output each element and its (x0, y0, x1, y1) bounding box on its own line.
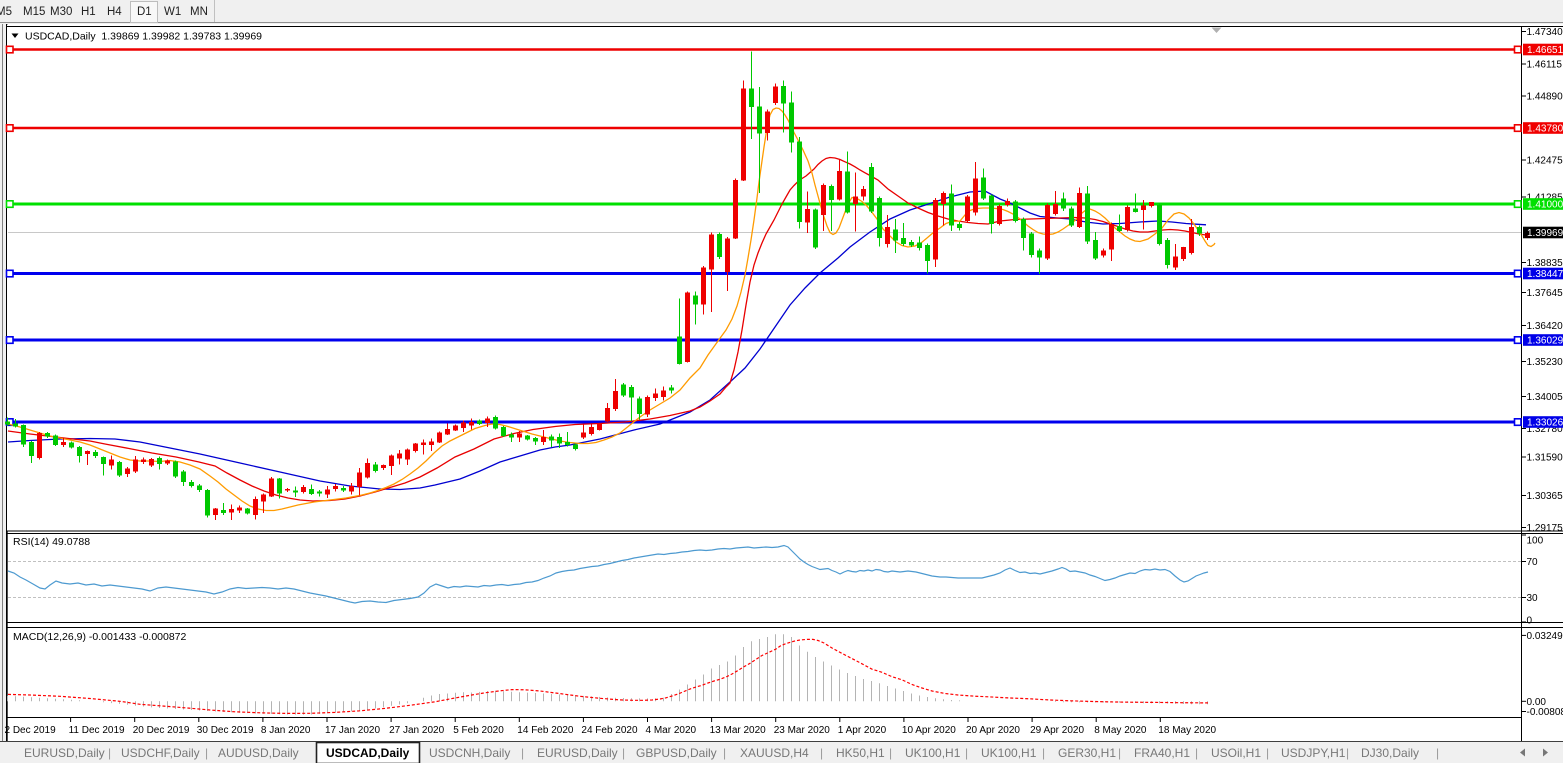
svg-text:1 Apr 2020: 1 Apr 2020 (838, 725, 887, 736)
svg-text:0.032493: 0.032493 (1527, 631, 1563, 642)
svg-text:17 Jan 2020: 17 Jan 2020 (325, 725, 380, 736)
svg-text:-0.008088: -0.008088 (1527, 707, 1563, 718)
svg-text:1.30365: 1.30365 (1527, 491, 1563, 502)
svg-text:XAUUSD,H4: XAUUSD,H4 (740, 746, 809, 760)
svg-text:|: | (1346, 746, 1349, 760)
svg-text:0: 0 (1527, 616, 1533, 627)
svg-text:H4: H4 (107, 6, 122, 18)
svg-text:HK50,H1: HK50,H1 (836, 746, 885, 760)
svg-text:M15: M15 (23, 6, 45, 18)
svg-text:USDCNH,Daily: USDCNH,Daily (429, 746, 510, 760)
svg-text:1.44890: 1.44890 (1527, 92, 1563, 103)
svg-text:8 Jan 2020: 8 Jan 2020 (261, 725, 311, 736)
svg-text:USDCHF,Daily: USDCHF,Daily (121, 746, 200, 760)
svg-text:EURUSD,Daily: EURUSD,Daily (537, 746, 618, 760)
svg-text:23 Mar 2020: 23 Mar 2020 (774, 725, 831, 736)
svg-text:4 Mar 2020: 4 Mar 2020 (646, 725, 697, 736)
svg-text:5 Feb 2020: 5 Feb 2020 (453, 725, 504, 736)
svg-text:70: 70 (1527, 557, 1539, 568)
svg-text:USDCAD,Daily 1.39869 1.39982: USDCAD,Daily 1.39869 1.39982 1.39783 1.3… (25, 31, 262, 43)
svg-text:FRA40,H1: FRA40,H1 (1134, 746, 1190, 760)
svg-text:1.31590: 1.31590 (1527, 453, 1563, 464)
svg-text:8 May 2020: 8 May 2020 (1094, 725, 1147, 736)
svg-text:MACD(12,26,9) -0.001433 -0.000: MACD(12,26,9) -0.001433 -0.000872 (13, 631, 187, 643)
svg-text:|: | (1266, 746, 1269, 760)
svg-text:AUDUSD,Daily: AUDUSD,Daily (218, 746, 299, 760)
svg-text:24 Feb 2020: 24 Feb 2020 (581, 725, 638, 736)
svg-text:1.35230: 1.35230 (1527, 357, 1563, 368)
svg-text:1.38835: 1.38835 (1527, 258, 1563, 269)
svg-text:USDJPY,H1: USDJPY,H1 (1281, 746, 1346, 760)
svg-text:30 Dec 2019: 30 Dec 2019 (197, 725, 254, 736)
svg-text:1.33026: 1.33026 (1527, 418, 1563, 429)
svg-text:D1: D1 (137, 6, 152, 18)
svg-text:|: | (521, 746, 524, 760)
svg-text:14 Feb 2020: 14 Feb 2020 (517, 725, 574, 736)
svg-text:1.46115: 1.46115 (1527, 60, 1563, 71)
svg-text:1.32780: 1.32780 (1527, 424, 1563, 435)
svg-text:1.41285: 1.41285 (1527, 193, 1563, 204)
svg-text:1.36029: 1.36029 (1527, 336, 1563, 347)
svg-text:|: | (622, 746, 625, 760)
svg-text:1.36420: 1.36420 (1527, 321, 1563, 332)
svg-text:20 Dec 2019: 20 Dec 2019 (133, 725, 190, 736)
svg-text:GBPUSD,Daily: GBPUSD,Daily (636, 746, 717, 760)
svg-text:1.34005: 1.34005 (1527, 392, 1563, 403)
svg-text:|: | (965, 746, 968, 760)
svg-text:1.29175: 1.29175 (1527, 523, 1563, 534)
svg-text:20 Apr 2020: 20 Apr 2020 (966, 725, 1020, 736)
svg-text:11 Dec 2019: 11 Dec 2019 (69, 725, 125, 736)
svg-text:W1: W1 (164, 6, 181, 18)
svg-text:0.00: 0.00 (1527, 697, 1547, 708)
svg-text:18 May 2020: 18 May 2020 (1158, 725, 1216, 736)
svg-text:|: | (723, 746, 726, 760)
svg-text:M30: M30 (50, 6, 72, 18)
svg-text:USDCAD,Daily: USDCAD,Daily (326, 746, 410, 760)
svg-text:1.47340: 1.47340 (1527, 27, 1563, 38)
svg-text:27 Jan 2020: 27 Jan 2020 (389, 725, 444, 736)
svg-text:EURUSD,Daily: EURUSD,Daily (24, 746, 105, 760)
svg-text:GER30,H1: GER30,H1 (1058, 746, 1116, 760)
svg-text:13 Mar 2020: 13 Mar 2020 (710, 725, 767, 736)
svg-text:1.43780: 1.43780 (1527, 124, 1563, 135)
svg-text:UK100,H1: UK100,H1 (905, 746, 961, 760)
svg-text:100: 100 (1527, 536, 1544, 547)
svg-text:H1: H1 (81, 6, 96, 18)
svg-text:USOil,H1: USOil,H1 (1211, 746, 1261, 760)
svg-text:10 Apr 2020: 10 Apr 2020 (902, 725, 956, 736)
svg-text:|: | (1436, 746, 1439, 760)
svg-text:|: | (1195, 746, 1198, 760)
svg-text:1.37645: 1.37645 (1527, 288, 1563, 299)
svg-text:DJ30,Daily: DJ30,Daily (1361, 746, 1419, 760)
svg-text:UK100,H1: UK100,H1 (981, 746, 1037, 760)
svg-text:M5: M5 (0, 6, 12, 18)
svg-text:1.39969: 1.39969 (1527, 228, 1563, 239)
svg-text:1.42475: 1.42475 (1527, 156, 1563, 167)
svg-text:MN: MN (190, 6, 208, 18)
svg-text:1.46651: 1.46651 (1527, 45, 1563, 56)
svg-text:2 Dec 2019: 2 Dec 2019 (5, 725, 57, 736)
svg-text:1.41000: 1.41000 (1527, 200, 1563, 211)
svg-text:|: | (1118, 746, 1121, 760)
svg-text:30: 30 (1527, 593, 1539, 604)
svg-text:RSI(14) 49.0788: RSI(14) 49.0788 (13, 536, 90, 548)
svg-text:29 Apr 2020: 29 Apr 2020 (1030, 725, 1084, 736)
svg-text:|: | (205, 746, 208, 760)
svg-text:1.38447: 1.38447 (1527, 269, 1563, 280)
svg-text:|: | (1042, 746, 1045, 760)
svg-text:|: | (108, 746, 111, 760)
svg-text:|: | (820, 746, 823, 760)
svg-text:|: | (889, 746, 892, 760)
